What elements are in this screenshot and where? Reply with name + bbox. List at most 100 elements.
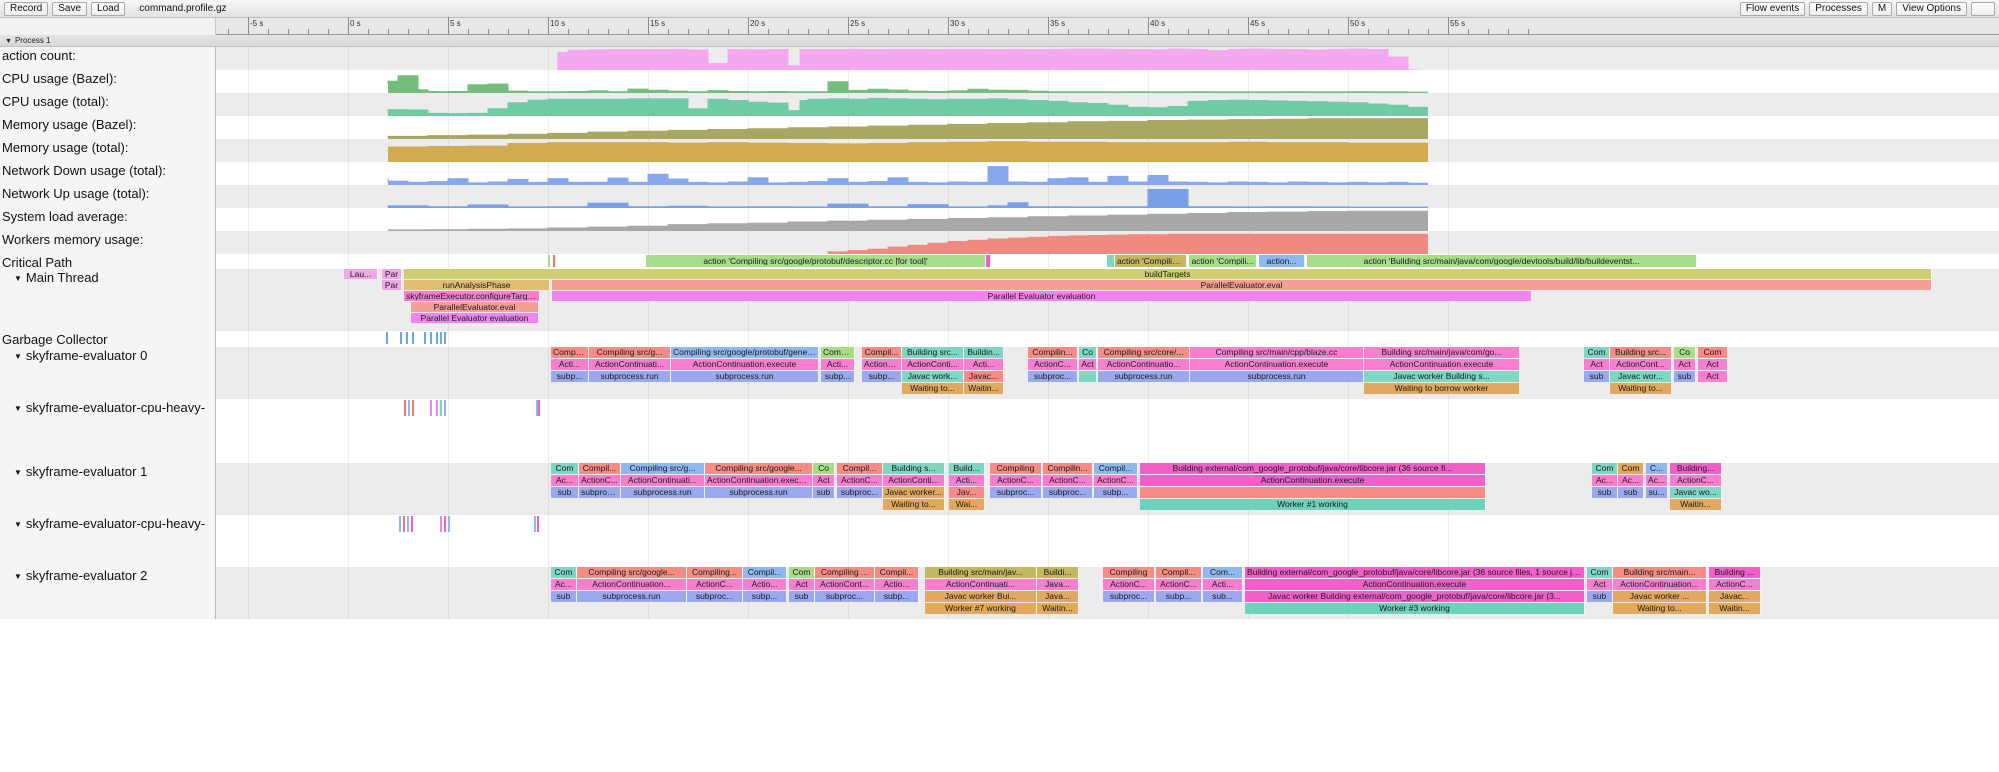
skyframe-slice[interactable]: Building... <box>1670 463 1722 474</box>
track-label-action-count[interactable]: action count: <box>0 47 216 70</box>
skyframe-slice[interactable]: Com <box>789 567 815 578</box>
skyframe-slice[interactable]: Actio... <box>743 579 787 590</box>
skyframe-slice[interactable]: Waitin... <box>1670 499 1722 510</box>
track-row-network-down-usage-total[interactable]: Network Down usage (total): <box>0 162 1999 185</box>
toolbar-extra-button[interactable] <box>1971 1 1995 16</box>
main-thread-slice[interactable]: ParallelEvaluator.eval <box>552 280 1932 290</box>
skyframe-slice[interactable]: ActionC... <box>1156 579 1202 590</box>
time-ruler[interactable]: -5 s 0 s 5 s 10 s 15 s 20 s 25 s 30 s 35 s 40 s 45… <box>0 17 1999 35</box>
skyframe-slice[interactable]: Compil... <box>837 463 883 474</box>
track-row-skyframe-evaluator-2[interactable]: ▼ skyframe-evaluator 2 Com Compiling src/go… <box>0 567 1999 619</box>
skyframe-slice[interactable]: subproc... <box>815 591 875 602</box>
cpu-heavy-marker[interactable] <box>399 516 401 532</box>
track-row-skyframe-evaluator-1[interactable]: ▼ skyframe-evaluator 1 Com Compil... Compili… <box>0 463 1999 515</box>
track-label-network-down-usage-total[interactable]: Network Down usage (total): <box>0 162 216 185</box>
skyframe-slice[interactable]: Waiting to... <box>902 383 964 394</box>
skyframe-slice[interactable]: ActionC... <box>687 579 743 590</box>
critical-path-slice[interactable] <box>553 255 556 267</box>
skyframe-slice[interactable]: ActionC... <box>1043 475 1093 486</box>
skyframe-slice[interactable]: Buildi... <box>1037 567 1079 578</box>
skyframe-slice[interactable]: su... <box>1646 487 1668 498</box>
skyframe-slice[interactable]: Waiting to... <box>883 499 945 510</box>
skyframe-slice[interactable]: Com <box>1618 463 1644 474</box>
skyframe-slice[interactable]: Com <box>1587 567 1613 578</box>
skyframe-slice[interactable]: Building src/main/java/com/go... <box>1364 347 1520 358</box>
skyframe-slice[interactable]: subprocess.run <box>1190 371 1364 382</box>
skyframe-slice[interactable]: Act <box>1587 579 1613 590</box>
skyframe-slice[interactable]: Ac... <box>1618 475 1644 486</box>
skyframe-slice[interactable]: subproc... <box>1043 487 1093 498</box>
cpu-heavy-marker[interactable] <box>436 400 438 416</box>
metrics-button[interactable]: M <box>1871 1 1893 16</box>
track-canvas-critical-path[interactable]: action 'Compiling src/google/protobuf/de… <box>216 254 1999 269</box>
skyframe-slice[interactable]: Javac... <box>964 371 1004 382</box>
skyframe-slice[interactable]: subprocess.run <box>577 591 687 602</box>
skyframe-slice[interactable]: ActionContinuation.execute <box>671 359 819 370</box>
skyframe-slice[interactable]: ActionC... <box>579 475 621 486</box>
skyframe-slice[interactable]: Worker #1 working <box>1140 499 1486 510</box>
track-row-system-load-average[interactable]: System load average: <box>0 208 1999 231</box>
track-canvas-memory-usage-bazel[interactable] <box>216 116 1999 139</box>
skyframe-slice[interactable]: Javac worker ... <box>1613 591 1707 602</box>
skyframe-slice[interactable]: Acti... <box>551 359 589 370</box>
track-row-memory-usage-bazel[interactable]: Memory usage (Bazel): <box>0 116 1999 139</box>
process-group-header[interactable]: ▼ Process 1 <box>0 35 1999 47</box>
skyframe-slice[interactable]: ActionC... <box>1103 579 1155 590</box>
gc-marker[interactable] <box>440 332 442 344</box>
skyframe-slice[interactable]: subp... <box>821 371 855 382</box>
track-label-workers-memory-usage[interactable]: Workers memory usage: <box>0 231 216 254</box>
track-canvas-cpu-usage-bazel[interactable] <box>216 70 1999 93</box>
chevron-down-icon[interactable]: ▼ <box>14 404 22 413</box>
track-row-garbage-collector[interactable]: Garbage Collector <box>0 331 1999 347</box>
skyframe-slice[interactable]: ActionContinuation... <box>1613 579 1707 590</box>
skyframe-slice[interactable]: Compil... <box>579 463 621 474</box>
skyframe-slice[interactable]: Acti... <box>821 359 855 370</box>
cpu-heavy-marker[interactable] <box>411 516 413 532</box>
skyframe-slice[interactable]: sub <box>1587 591 1613 602</box>
skyframe-slice[interactable]: sub <box>1592 487 1618 498</box>
skyframe-slice[interactable]: Javac worker... <box>883 487 945 498</box>
track-canvas-network-up-usage-total[interactable] <box>216 185 1999 208</box>
cpu-heavy-marker[interactable] <box>407 516 409 532</box>
skyframe-slice[interactable]: subproc... <box>687 591 743 602</box>
skyframe-slice[interactable]: Javac... <box>1709 591 1761 602</box>
skyframe-slice[interactable]: Compil... <box>875 567 919 578</box>
skyframe-slice[interactable]: Wai... <box>949 499 985 510</box>
skyframe-slice[interactable]: sub <box>551 487 579 498</box>
skyframe-slice[interactable]: subprocess.run <box>589 371 671 382</box>
skyframe-slice[interactable]: Javac wor... <box>1610 371 1672 382</box>
skyframe-slice[interactable] <box>1140 487 1486 498</box>
track-canvas-network-down-usage-total[interactable] <box>216 162 1999 185</box>
skyframe-slice[interactable]: ActionContinuati... <box>925 579 1037 590</box>
track-row-skyframe-evaluator-cpu-heavy[interactable]: ▼ skyframe-evaluator-cpu-heavy- <box>0 399 1999 463</box>
skyframe-slice[interactable]: Compil... <box>551 347 589 358</box>
skyframe-slice[interactable]: subp... <box>875 591 919 602</box>
track-canvas-workers-memory-usage[interactable] <box>216 231 1999 254</box>
track-canvas-main-thread[interactable]: Lau... Par Par buildTargets runAnalysisPhase… <box>216 269 1999 331</box>
track-row-workers-memory-usage[interactable]: Workers memory usage: <box>0 231 1999 254</box>
flow-events-button[interactable]: Flow events <box>1739 1 1806 16</box>
main-thread-slice[interactable]: Par <box>382 269 402 279</box>
skyframe-slice[interactable]: Act <box>1698 359 1728 370</box>
skyframe-slice[interactable]: Act <box>1674 359 1696 370</box>
skyframe-slice[interactable]: Ac... <box>1592 475 1618 486</box>
cpu-heavy-marker[interactable] <box>430 400 432 416</box>
critical-path-slice[interactable]: action 'Compiling... <box>1115 255 1187 267</box>
skyframe-slice[interactable]: Javac work... <box>902 371 964 382</box>
skyframe-slice[interactable]: Compil... <box>1094 463 1138 474</box>
skyframe-slice[interactable]: ActionC... <box>990 475 1042 486</box>
track-canvas-skyframe-evaluator-2[interactable]: Com Compiling src/google... Compiling... Co… <box>216 567 1999 619</box>
track-canvas-action-count[interactable] <box>216 47 1999 70</box>
skyframe-slice[interactable]: Compiling src/core/... <box>1098 347 1190 358</box>
critical-path-slice[interactable] <box>548 255 551 267</box>
track-row-skyframe-evaluator-0[interactable]: ▼ skyframe-evaluator 0 Compil... Compiling … <box>0 347 1999 399</box>
main-thread-slice[interactable]: Parallel Evaluator evaluation <box>552 291 1532 301</box>
gc-marker[interactable] <box>436 332 438 344</box>
skyframe-slice[interactable]: Waitin... <box>1037 603 1079 614</box>
skyframe-slice[interactable]: subp... <box>1156 591 1202 602</box>
skyframe-slice[interactable]: Compil... <box>862 347 902 358</box>
save-button[interactable]: Save <box>52 1 88 16</box>
critical-path-slice[interactable]: action 'Compiling src/google/protobuf/de… <box>646 255 986 267</box>
track-label-garbage-collector[interactable]: Garbage Collector <box>0 331 216 347</box>
skyframe-slice[interactable]: Ac... <box>551 579 577 590</box>
